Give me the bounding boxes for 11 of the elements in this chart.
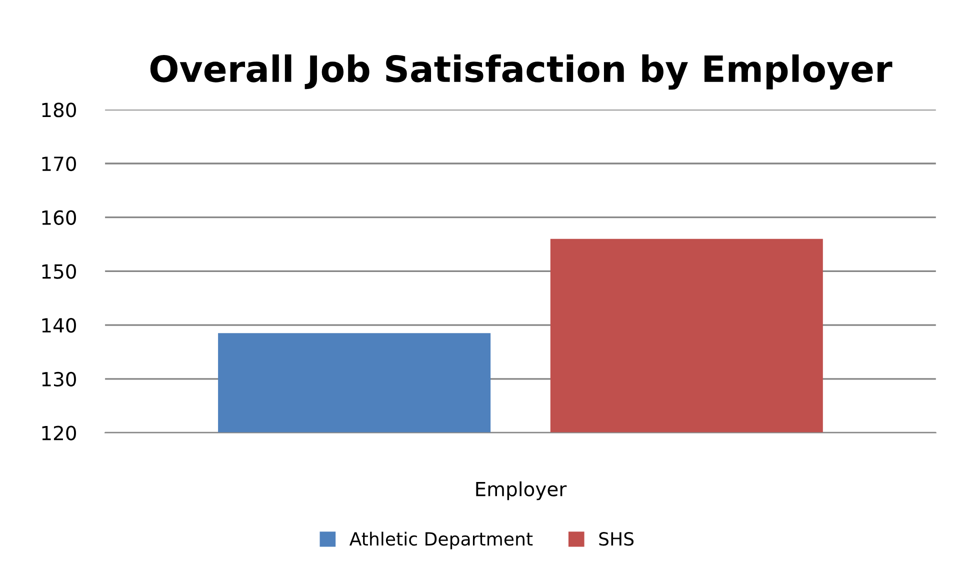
x-tick-label: Employer xyxy=(476,481,567,500)
y-tick-label: 160 xyxy=(42,210,76,225)
legend-label: SHS xyxy=(599,532,634,546)
legend-label: Athletic Department xyxy=(349,532,533,550)
chart-title: Overall Job Satisfaction by Employer xyxy=(150,54,892,90)
y-tick-label: 120 xyxy=(42,426,76,440)
y-tick-label: 130 xyxy=(42,372,76,387)
y-tick-label: 180 xyxy=(42,102,76,118)
y-tick-label: 170 xyxy=(42,156,76,172)
y-tick-label: 150 xyxy=(42,264,76,279)
y-tick-label: 140 xyxy=(42,318,76,333)
